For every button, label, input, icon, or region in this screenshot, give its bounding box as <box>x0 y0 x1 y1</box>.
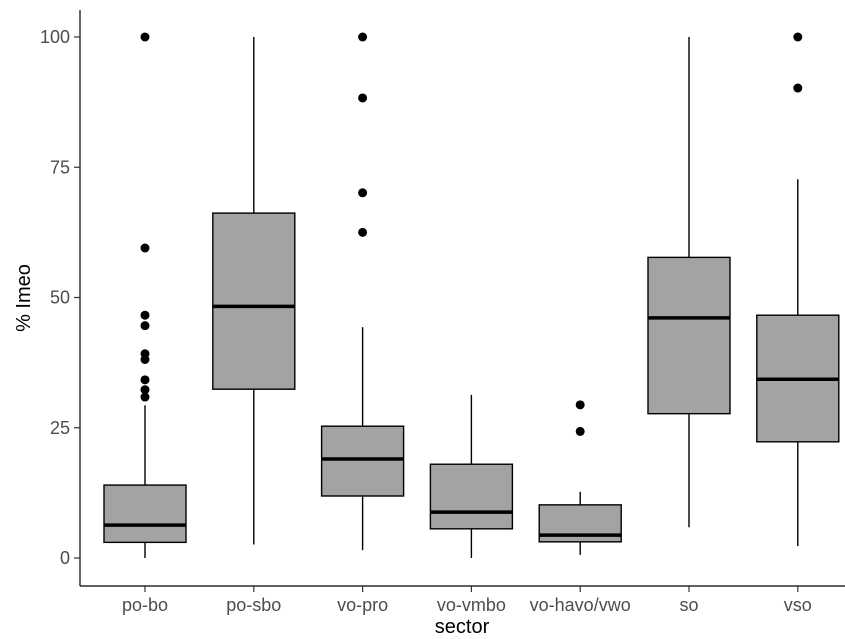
y-tick-label: 50 <box>50 288 70 308</box>
y-tick-label: 0 <box>60 548 70 568</box>
x-tick-label: vo-pro <box>337 595 388 615</box>
outlier-point <box>793 32 803 42</box>
x-tick-label: po-bo <box>122 595 168 615</box>
outlier-point <box>140 375 150 385</box>
outlier-point <box>358 32 368 42</box>
box-group <box>212 37 296 545</box>
outlier-point <box>140 243 150 253</box>
box-group <box>756 32 840 547</box>
outlier-point <box>358 93 368 103</box>
box-iqr <box>647 256 731 415</box>
box-iqr <box>103 484 187 544</box>
box-group <box>103 32 187 558</box>
outlier-point <box>140 321 150 331</box>
boxes <box>103 32 840 558</box>
outlier-point <box>140 32 150 42</box>
outlier-point <box>140 310 150 320</box>
box-group <box>320 32 405 551</box>
x-axis-title: sector <box>435 616 490 638</box>
outlier-point <box>140 349 150 359</box>
box-iqr <box>320 425 405 497</box>
outlier-point <box>358 227 368 237</box>
y-tick-label: 100 <box>40 27 70 47</box>
y-tick-label: 75 <box>50 157 70 177</box>
y-tick-label: 25 <box>50 418 70 438</box>
y-axis-title: % Imeo <box>13 264 35 332</box>
x-tick-label: vo-havo/vwo <box>530 595 631 615</box>
y-ticks: 0 25 50 75 100 <box>40 27 80 568</box>
outlier-point <box>358 188 368 198</box>
x-tick-label: so <box>679 595 698 615</box>
x-ticks: po-bo po-sbo vo-pro vo-vmbo vo-havo/vwo so vso <box>122 586 812 615</box>
x-tick-label: po-sbo <box>226 595 281 615</box>
outlier-point <box>140 392 150 402</box>
x-tick-label: vo-vmbo <box>437 595 506 615</box>
box-group <box>647 37 731 528</box>
box-group <box>538 400 622 555</box>
outlier-point <box>793 83 803 93</box>
box-iqr <box>212 212 296 390</box>
x-tick-label: vso <box>784 595 812 615</box>
box-group <box>429 394 514 558</box>
box-iqr <box>429 463 514 530</box>
outlier-point <box>575 400 585 410</box>
outlier-point <box>140 385 150 395</box>
outlier-point <box>575 426 585 436</box>
